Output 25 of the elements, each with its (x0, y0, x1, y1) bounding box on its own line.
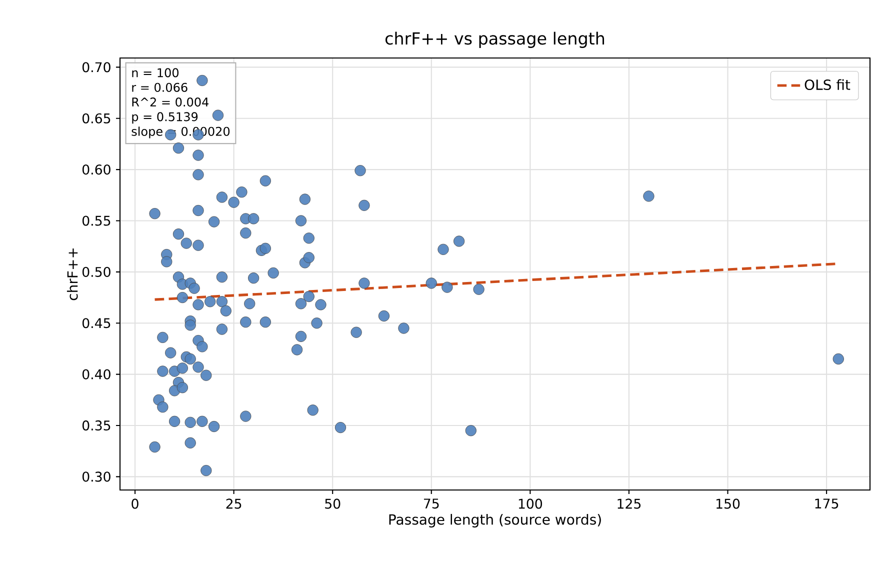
annotation: r = 0.066 (132, 82, 188, 92)
y-tick-label: 0.55 (82, 216, 110, 226)
x-tick-label: 100 (518, 498, 542, 509)
legend-label: OLS fit (804, 79, 850, 90)
x-tick-label: 75 (424, 498, 439, 509)
y-tick-label: 0.45 (82, 318, 110, 328)
x-tick-label: 50 (325, 498, 340, 509)
y-axis-title: chrF++ (66, 248, 78, 300)
y-tick-label: 0.30 (82, 472, 110, 482)
y-tick-label: 0.50 (82, 266, 110, 277)
x-tick-label: 125 (618, 498, 641, 509)
y-tick-label: 0.60 (82, 164, 110, 175)
x-tick-label: 25 (226, 498, 242, 509)
chart-title: chrF++ vs passage length (385, 32, 604, 48)
x-tick-label: 175 (815, 498, 838, 509)
annotation: p = 0.5139 (132, 112, 198, 124)
annotation: n = 100 (132, 68, 179, 78)
annotation: R^2 = 0.004 (132, 98, 209, 107)
y-tick-label: 0.35 (82, 420, 110, 431)
y-tick-label: 0.70 (82, 62, 110, 72)
y-tick-label: 0.65 (82, 113, 110, 124)
x-axis-title: Passage length (source words) (389, 514, 601, 528)
y-tick-label: 0.40 (82, 369, 110, 380)
x-tick-label: 0 (132, 498, 138, 509)
x-tick-label: 150 (716, 498, 740, 509)
